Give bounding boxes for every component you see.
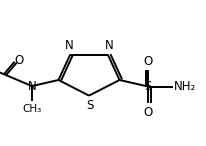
- Text: O: O: [143, 55, 152, 68]
- Text: S: S: [86, 99, 93, 112]
- Text: O: O: [143, 106, 152, 119]
- Text: NH₂: NH₂: [173, 80, 195, 93]
- Text: S: S: [144, 80, 151, 93]
- Text: O: O: [14, 54, 23, 67]
- Text: N: N: [64, 39, 73, 52]
- Text: N: N: [27, 80, 36, 93]
- Text: CH₃: CH₃: [22, 104, 41, 114]
- Text: N: N: [104, 39, 113, 52]
